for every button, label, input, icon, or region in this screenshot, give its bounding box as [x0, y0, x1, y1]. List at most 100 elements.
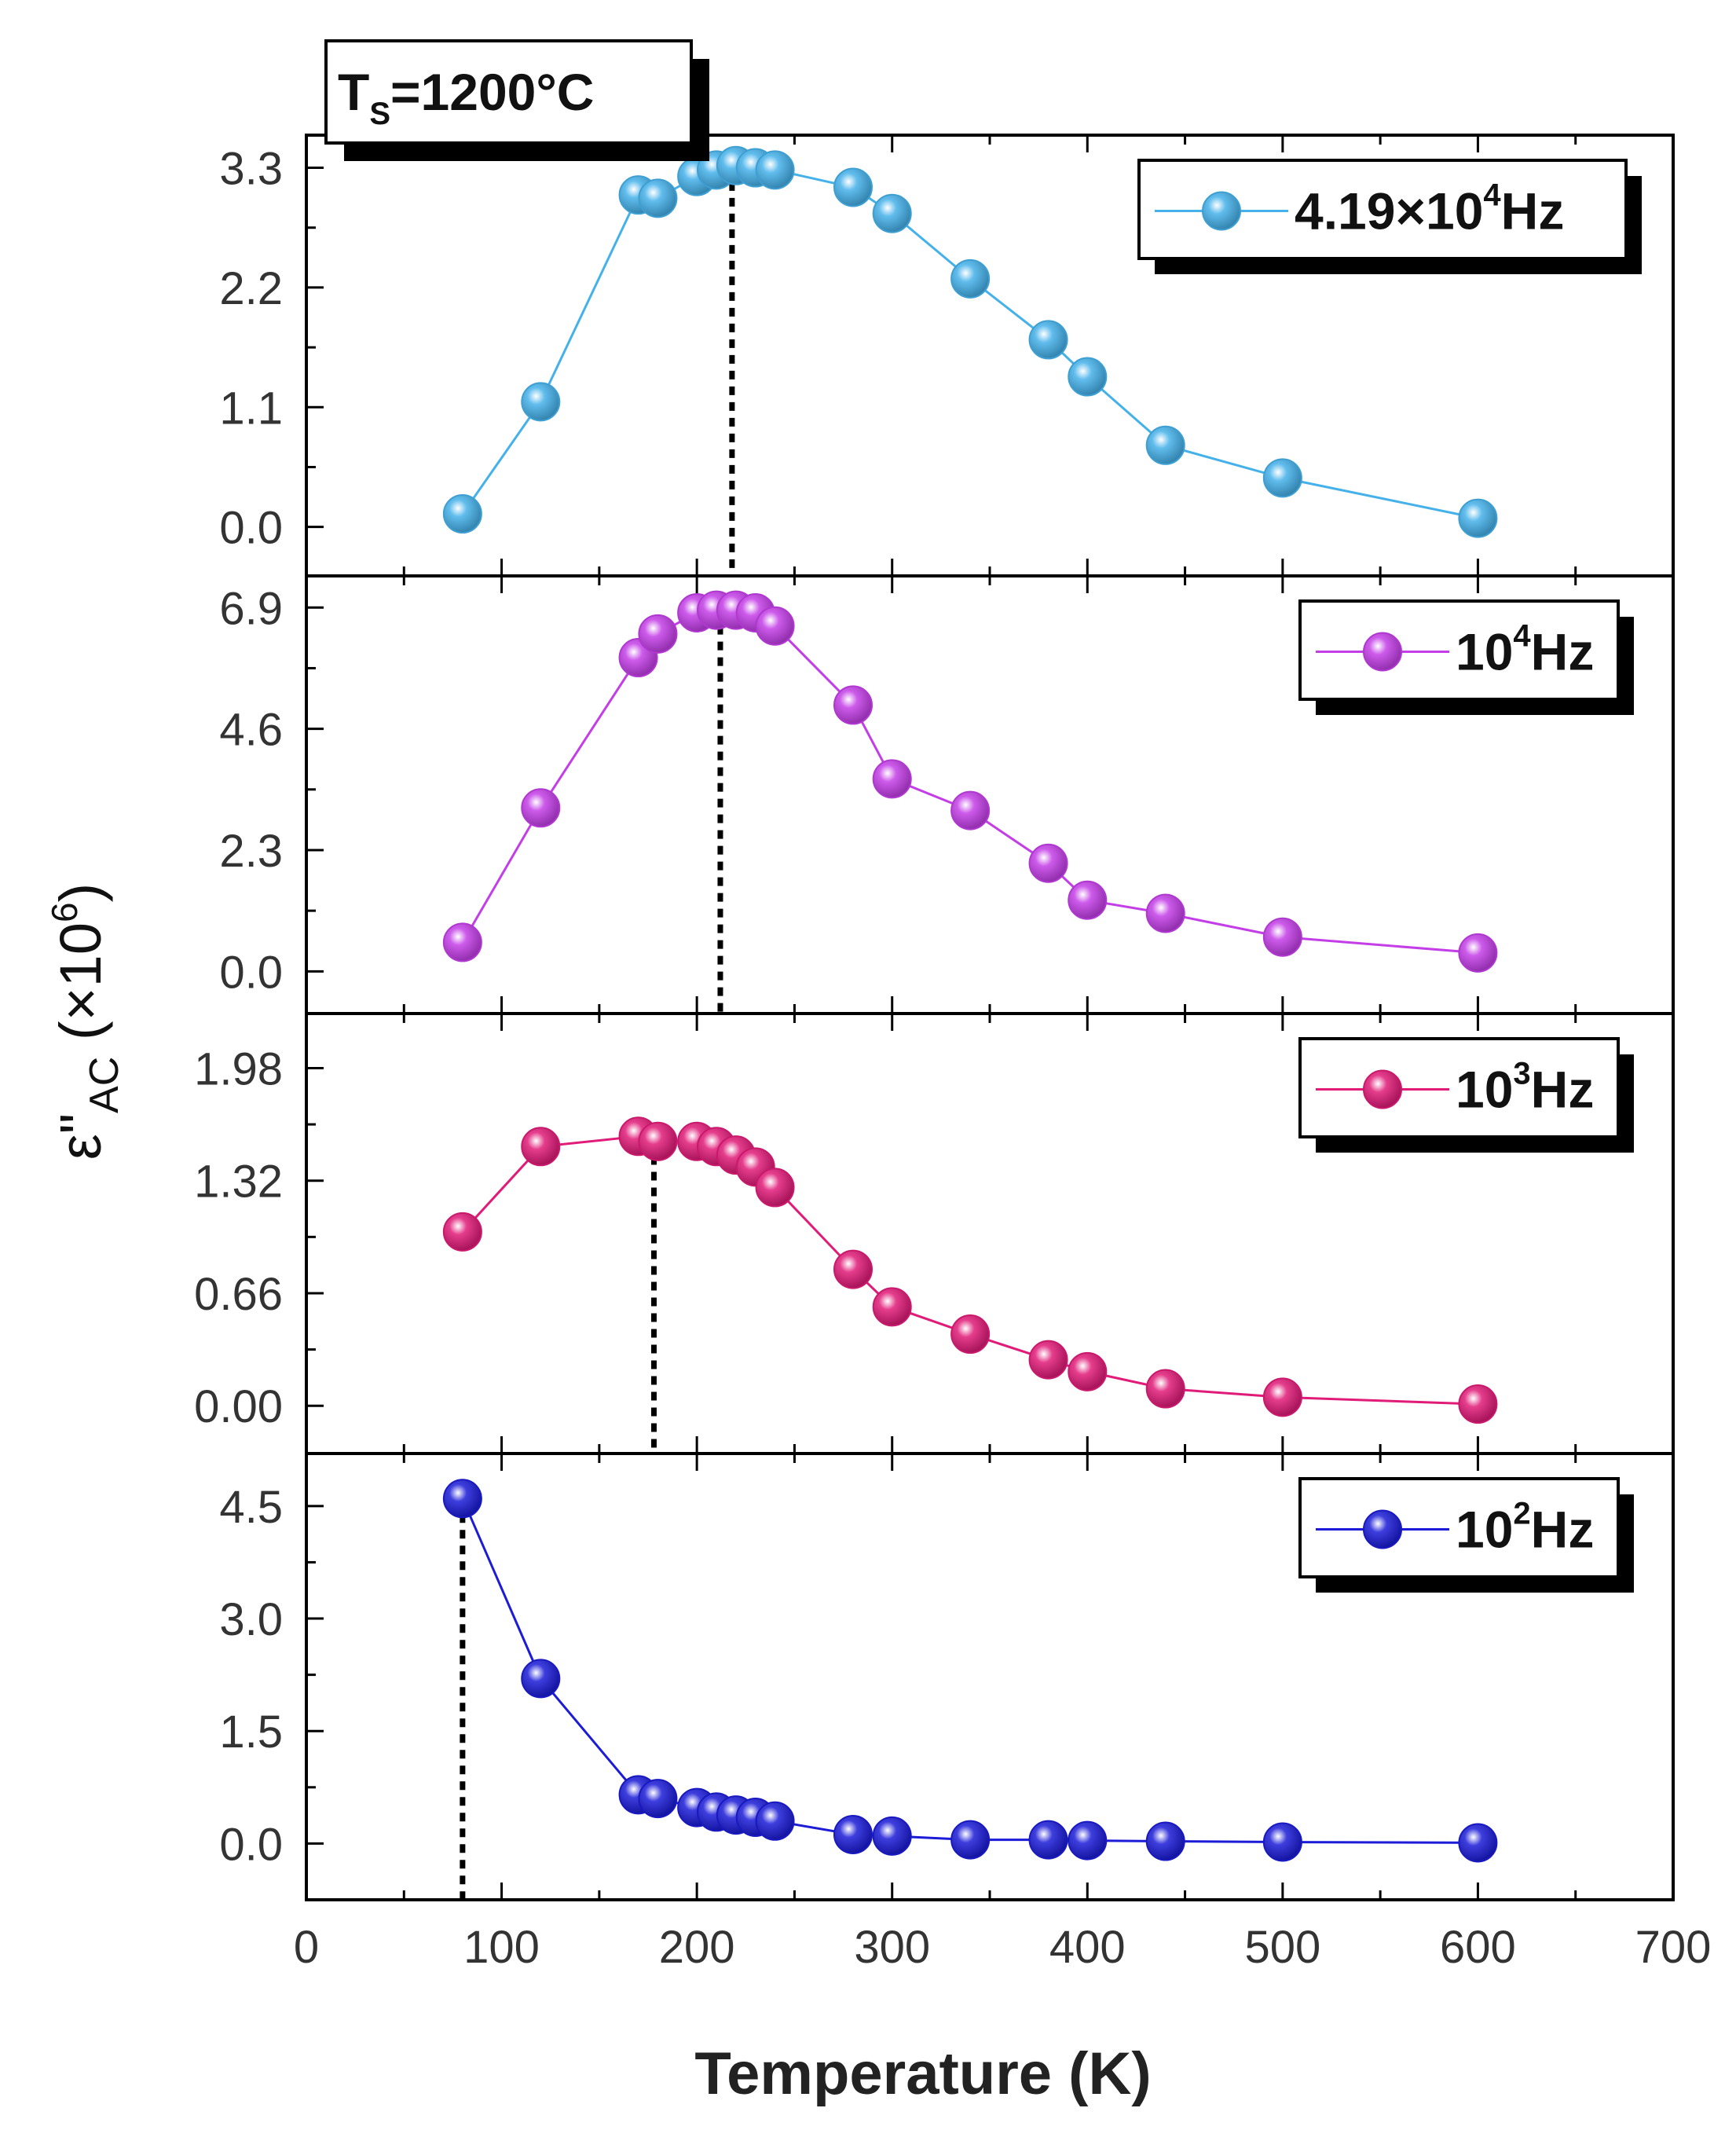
data-point	[1458, 1384, 1498, 1424]
data-point	[1068, 880, 1108, 920]
series-line	[461, 1135, 1478, 1406]
legend-label-sup: 2	[1513, 1497, 1530, 1531]
y-tick-label: 2.2	[219, 263, 283, 314]
data-point	[1262, 1377, 1302, 1417]
legend-frame	[1298, 1477, 1620, 1578]
data-point	[521, 382, 561, 422]
y-tick-label: 0.0	[219, 947, 283, 998]
data-point	[950, 258, 991, 299]
x-tick-label: 400	[1049, 1922, 1126, 1973]
y-axis-title-main: ε"	[48, 1113, 113, 1160]
title-box-frame	[324, 39, 693, 145]
legend-label-unit: Hz	[1531, 1061, 1595, 1119]
data-point	[1458, 1823, 1498, 1863]
x-tick-label: 100	[463, 1922, 540, 1973]
data-point	[442, 1212, 482, 1252]
y-axis-title-rest: (×10	[48, 922, 113, 1057]
data-point	[1145, 425, 1185, 465]
y-tick-label: 0.0	[219, 503, 283, 554]
data-point	[638, 178, 678, 218]
panel-2: 0.0 2.3 4.6 6.9 104Hz	[219, 574, 1675, 1015]
y-tick-label: 1.5	[219, 1707, 283, 1758]
legend-label-base: 10	[1456, 623, 1513, 681]
y-tick-label: 3.0	[219, 1594, 283, 1645]
legend-label: 103Hz	[1456, 1057, 1594, 1119]
panel-3: 0.00 0.66 1.32 1.98 103Hz	[194, 1012, 1675, 1455]
chart-title-rest: =1200°C	[390, 63, 594, 121]
data-point	[755, 150, 795, 190]
data-point	[1028, 1340, 1068, 1380]
y-tick-label: 6.9	[219, 583, 283, 634]
chart-title: TS=1200°C	[338, 63, 594, 131]
data-point	[1028, 843, 1068, 883]
chart-title-main: T	[338, 63, 369, 121]
y-tick-label: 0.66	[194, 1269, 283, 1320]
data-point	[755, 1168, 795, 1208]
legend-label-base: 10	[1456, 1061, 1513, 1119]
y-axis-title: ε"AC (×106)	[44, 883, 127, 1160]
data-point	[872, 1287, 912, 1327]
x-tick-label: 200	[659, 1922, 735, 1973]
legend-label-base: 10	[1456, 1501, 1513, 1559]
x-tick-label: 600	[1440, 1922, 1516, 1973]
data-point	[1028, 320, 1068, 360]
legend-label-unit: Hz	[1501, 182, 1565, 240]
legend-label-sup: 4	[1483, 178, 1501, 213]
legend-frame	[1298, 599, 1620, 701]
data-point	[1145, 893, 1185, 933]
legend-label: 102Hz	[1456, 1497, 1594, 1559]
data-point	[872, 1816, 912, 1856]
legend-frame	[1298, 1037, 1620, 1138]
legend-label: 104Hz	[1456, 619, 1594, 681]
data-point	[442, 922, 482, 962]
data-point	[521, 788, 561, 828]
data-point	[950, 790, 991, 830]
legend-marker	[1363, 1069, 1402, 1109]
x-tick-label: 0	[294, 1922, 319, 1973]
y-tick-label: 1.1	[219, 383, 283, 434]
data-point	[755, 1801, 795, 1841]
data-point	[1028, 1820, 1068, 1860]
data-point	[1262, 917, 1302, 957]
data-point	[442, 494, 482, 534]
data-point	[872, 193, 912, 233]
y-axis-title-close: )	[48, 883, 113, 903]
data-point	[833, 1249, 873, 1289]
legend-marker	[1202, 191, 1241, 231]
data-point	[638, 614, 678, 654]
legend-label-sup: 3	[1513, 1057, 1530, 1091]
y-tick-label: 0.0	[219, 1819, 283, 1870]
panel-1: 0.0 1.1 2.2 3.3 4.19×104Hz	[219, 134, 1675, 577]
legend-label-base: 4.19×10	[1295, 182, 1483, 240]
legend-label: 4.19×104Hz	[1295, 178, 1564, 240]
data-point	[950, 1820, 991, 1860]
data-point	[638, 1779, 678, 1819]
data-point	[1262, 1822, 1302, 1862]
legend-marker	[1363, 1509, 1402, 1549]
x-tick-label: 300	[854, 1922, 930, 1973]
data-point	[521, 1659, 561, 1699]
data-point	[833, 1814, 873, 1854]
y-tick-label: 4.5	[219, 1482, 283, 1533]
data-point	[833, 167, 873, 207]
legend-label-unit: Hz	[1531, 1501, 1595, 1559]
data-point	[1068, 1351, 1108, 1391]
legend-marker	[1363, 632, 1402, 672]
data-point	[872, 759, 912, 799]
y-axis-title-sub: AC	[82, 1057, 127, 1113]
chart-title-sub: S	[369, 97, 390, 131]
data-point	[442, 1479, 482, 1519]
y-tick-label: 0.00	[194, 1381, 283, 1432]
data-point	[833, 685, 873, 725]
legend-label-unit: Hz	[1531, 623, 1595, 681]
x-axis-title: Temperature (K)	[694, 2040, 1151, 2107]
y-tick-label: 3.3	[219, 144, 283, 195]
data-point	[1068, 357, 1108, 397]
y-axis-title-sup: 6	[44, 902, 85, 922]
data-point	[1068, 1820, 1108, 1861]
y-tick-label: 4.6	[219, 705, 283, 756]
x-tick-label: 500	[1244, 1922, 1320, 1973]
data-point	[1458, 498, 1498, 538]
data-point	[1458, 933, 1498, 973]
